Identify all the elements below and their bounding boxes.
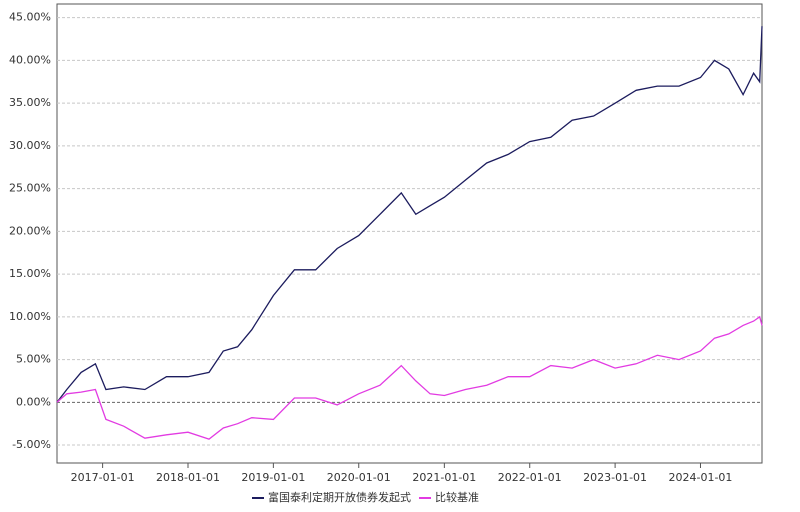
y-tick-label: 15.00% xyxy=(9,267,51,280)
y-tick-label: 5.00% xyxy=(16,353,51,366)
x-tick-label: 2019-01-01 xyxy=(241,471,305,484)
y-tick-label: -5.00% xyxy=(12,438,51,451)
x-tick-label: 2022-01-01 xyxy=(498,471,562,484)
y-tick-label: 10.00% xyxy=(9,310,51,323)
x-tick-label: 2024-01-01 xyxy=(669,471,733,484)
y-tick-label: 30.00% xyxy=(9,139,51,152)
legend-label: 比较基准 xyxy=(435,490,479,504)
plot-frame xyxy=(56,3,763,464)
x-tick-label: 2018-01-01 xyxy=(156,471,220,484)
y-tick-label: 45.00% xyxy=(9,11,51,24)
y-tick-label: 40.00% xyxy=(9,53,51,66)
y-tick-label: 35.00% xyxy=(9,96,51,109)
x-tick-label: 2017-01-01 xyxy=(71,471,135,484)
series-line xyxy=(56,315,763,440)
legend-label: 富国泰利定期开放债券发起式 xyxy=(268,490,411,504)
series-line xyxy=(56,26,763,403)
x-tick-label: 2021-01-01 xyxy=(412,471,476,484)
x-tick-label: 2023-01-01 xyxy=(583,471,647,484)
x-tick-label: 2020-01-01 xyxy=(327,471,391,484)
y-tick-label: 20.00% xyxy=(9,224,51,237)
y-tick-label: 0.00% xyxy=(16,395,51,408)
y-tick-label: 25.00% xyxy=(9,182,51,195)
